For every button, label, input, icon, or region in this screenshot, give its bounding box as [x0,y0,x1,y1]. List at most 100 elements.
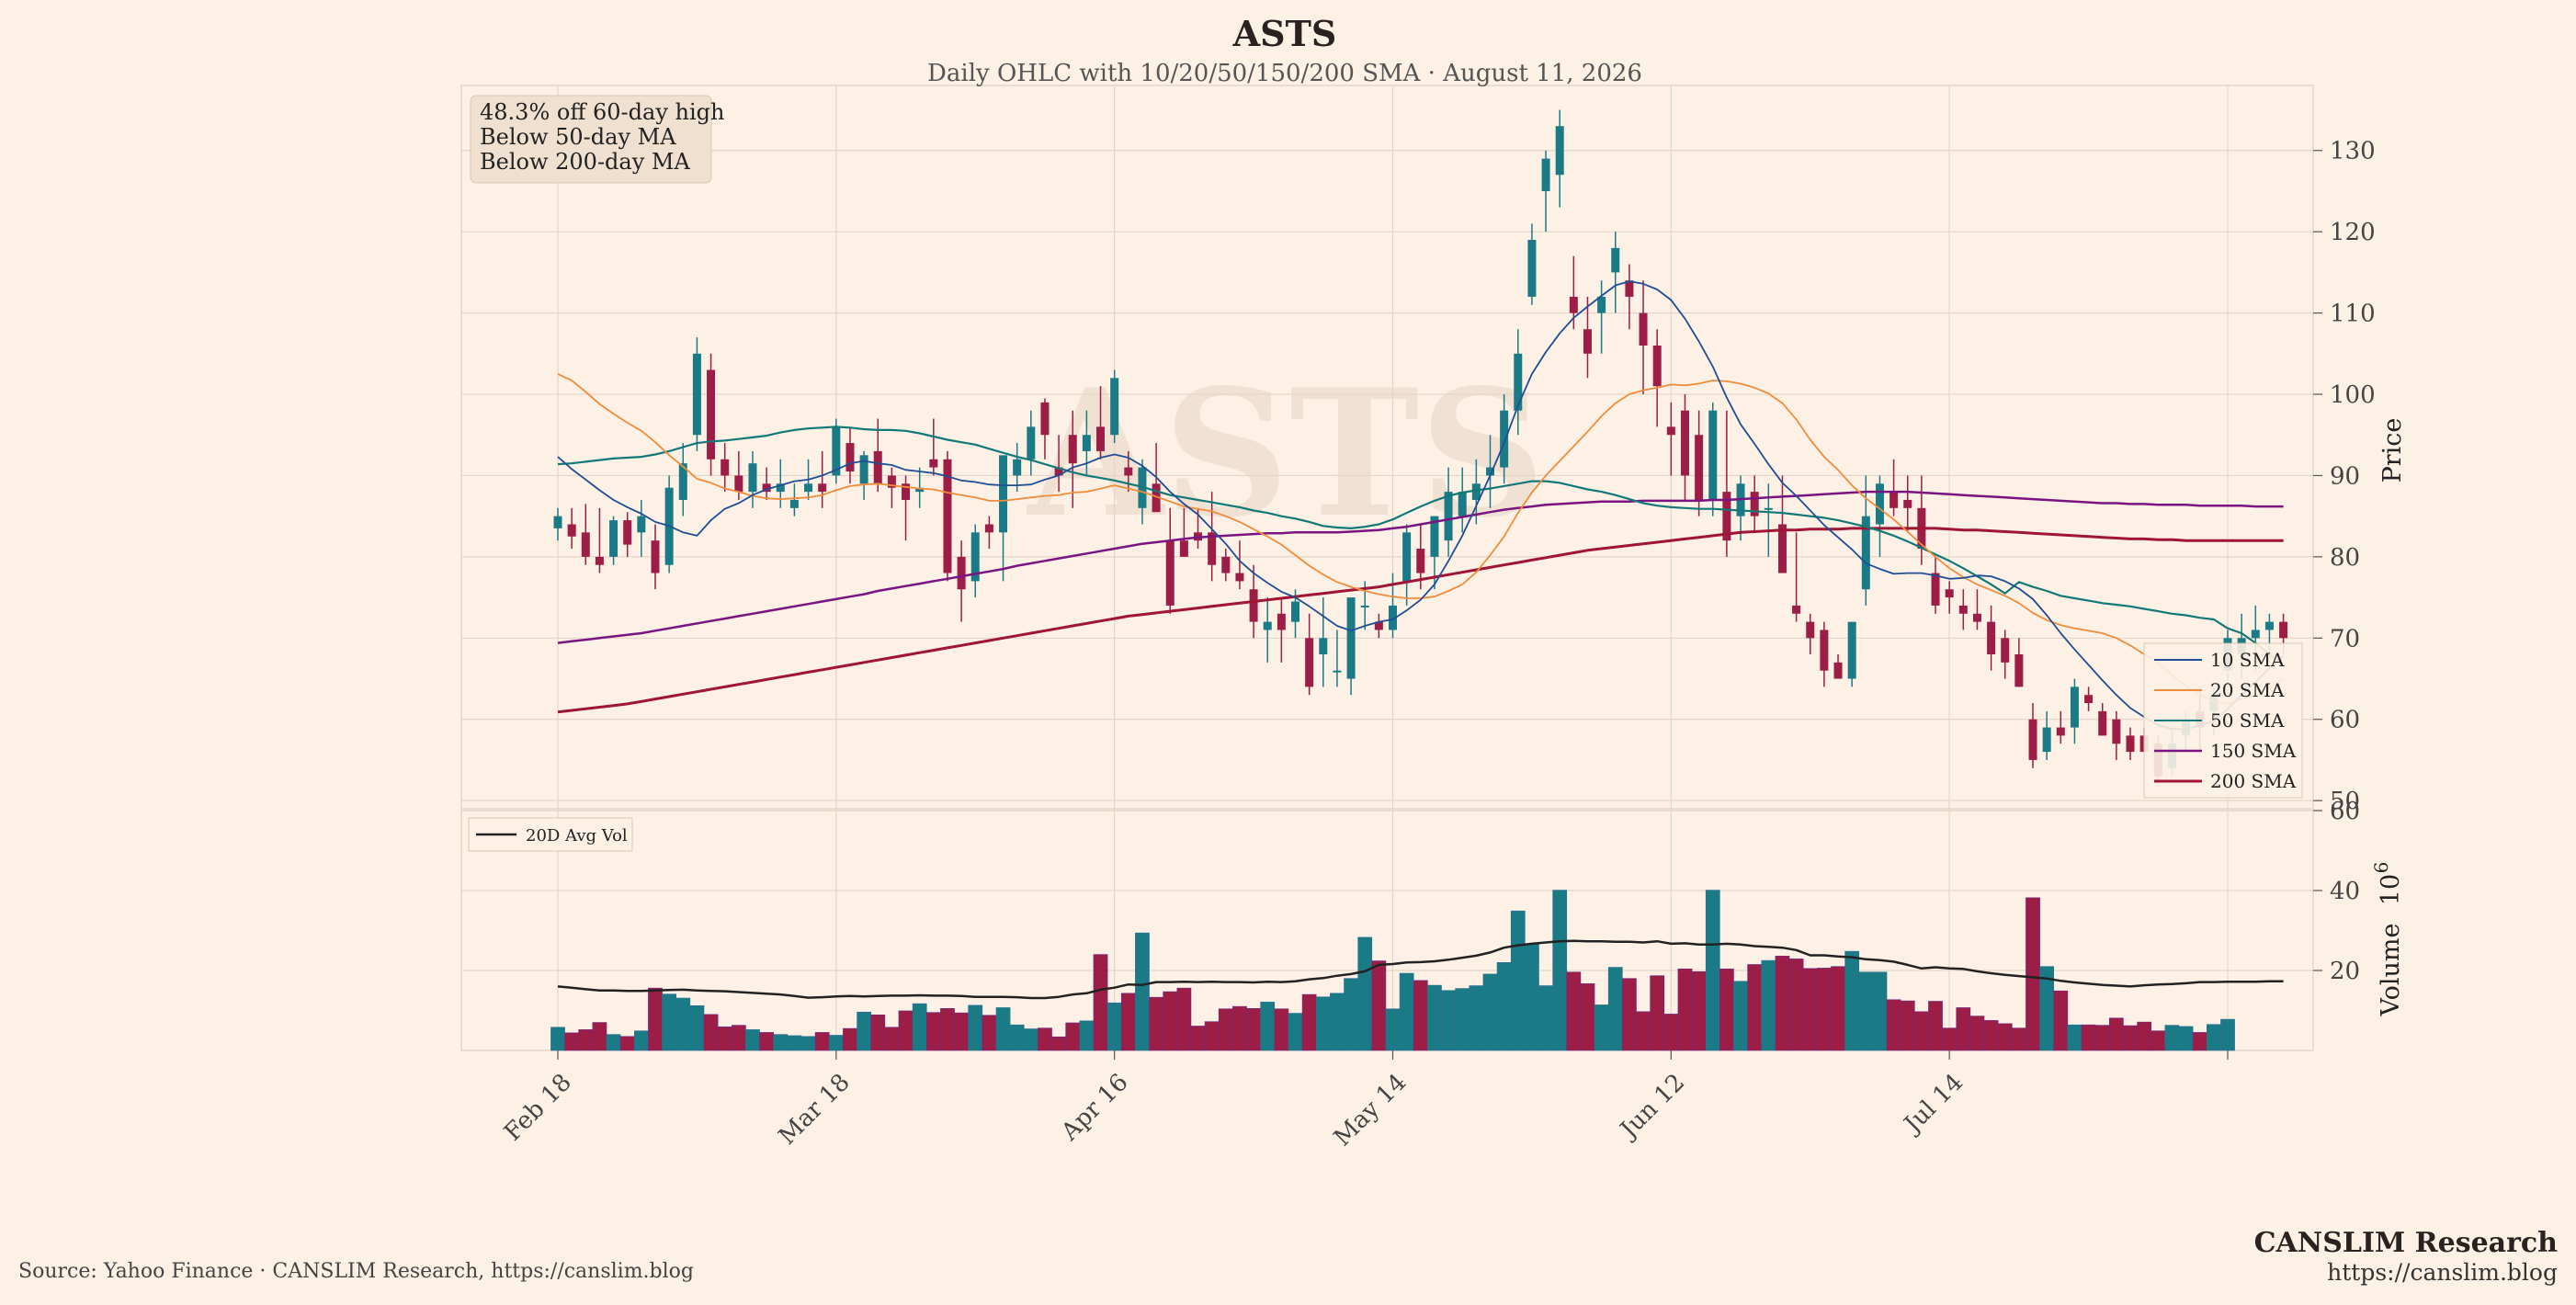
candle-body [845,443,855,472]
volume-bar [843,1027,857,1051]
candle-body [818,483,827,493]
price-tick-label: 80 [2330,544,2360,572]
volume-bar [662,993,677,1051]
volume-bar [1135,932,1150,1051]
volume-tick-label: 60 [2330,798,2360,825]
volume-bar [773,1034,789,1051]
candle-body [651,540,660,573]
volume-bar [1093,954,1108,1051]
price-legend: 10 SMA 20 SMA 50 SMA 150 SMA 200 SMA [2143,642,2303,799]
volume-bar [1719,968,1734,1051]
volume-bar [2123,1025,2138,1051]
candle-body [2084,695,2094,704]
volume-bar [828,1035,844,1051]
candle-body [2070,687,2079,728]
candle-body [1958,605,1968,614]
candle-body [567,524,576,537]
candle-body [943,459,952,573]
volume-bar [1594,1004,1609,1051]
volume-bar [1232,1005,1247,1051]
volume-bar [1831,966,1845,1051]
candle-body [1806,621,1815,639]
volume-bar [1260,1002,1276,1051]
candle-body [1569,296,1578,313]
candle-body [1500,410,1509,468]
volume-bar [1357,936,1373,1051]
candle-body [902,483,911,500]
volume-bar [1413,980,1428,1051]
volume-bar [1023,1028,1038,1051]
candle-body [1652,345,1662,387]
volume-bar [717,1027,732,1051]
candle-body [1987,621,1996,654]
volume-panel: 20 40 60 Feb 18 Mar 18 Apr 16 May 14 Jun 12 Jul … [460,798,2360,1152]
candle-body [1430,516,1439,557]
volume-bar [2012,1027,2026,1051]
volume-bar [925,1012,941,1051]
sma150-line [557,490,2284,644]
volume-bar [982,1015,997,1051]
candle-body [1889,492,1899,508]
volume-bar [1009,1024,1025,1051]
candle-body [1722,492,1731,541]
sma10-line [557,280,2285,731]
volume-bar [954,1012,969,1051]
volume-bar [2192,1032,2207,1051]
volume-bar [1942,1027,1958,1051]
volume-bar [1149,996,1163,1051]
volume-bar [1106,1002,1122,1051]
avg-volume-line [557,939,2284,1000]
volume-bar [1079,1020,1095,1051]
candle-body [2126,735,2135,753]
volume-bar [1288,1013,1303,1051]
volume-bar [1218,1008,1233,1051]
volume-bar [968,1004,983,1051]
candle-body [2056,727,2065,736]
volume-bar [1997,1023,2013,1051]
candle-body [1416,549,1425,573]
volume-bar [1663,1014,1679,1051]
volume-bar [1580,983,1595,1051]
volume-bar [731,1025,746,1051]
candle-body [1082,435,1091,451]
volume-bar [1496,962,1512,1051]
candle-body [929,459,938,468]
volume-tick-label: 20 [2330,958,2360,985]
volume-bar [1385,1008,1401,1051]
candle-body [1792,605,1801,614]
volume-bar [2108,1017,2124,1051]
volume-bar [2164,1025,2180,1051]
candle-body [595,556,604,565]
annotation-line: Below 50-day MA [480,124,676,150]
candle-body [1319,638,1328,654]
candle-body [1931,573,1940,606]
candle-body [1847,621,1856,679]
x-tick-label: May 14 [1329,1069,1413,1152]
volume-bar [1817,968,1832,1051]
candle-body [1068,435,1077,464]
volume-bar [1788,959,1804,1051]
volume-bar [1315,996,1331,1051]
volume-bar [1441,990,1456,1051]
candle-body [1695,435,1704,500]
volume-bar [1900,1000,1915,1051]
legend-label-sma50: 50 SMA [2210,709,2285,732]
candle-body [1013,459,1022,476]
volume-bar [1761,959,1776,1051]
candle-body [637,516,646,533]
volume-bar [1538,985,1553,1051]
candle-body [873,450,882,484]
volume-bar [1914,1011,1929,1051]
candle-body [1750,492,1759,516]
price-tick-label: 120 [2330,219,2376,246]
volume-bar [1844,950,1860,1051]
volume-bar [1566,971,1582,1051]
candle-body [1054,467,1063,476]
candle-body [1583,329,1592,354]
volume-bar [912,1003,927,1051]
candle-body [1152,483,1161,513]
candle-body [915,487,925,493]
x-tick-label: Apr 16 [1056,1069,1134,1147]
volume-bar [2150,1030,2166,1051]
volume-bar [1120,993,1136,1051]
